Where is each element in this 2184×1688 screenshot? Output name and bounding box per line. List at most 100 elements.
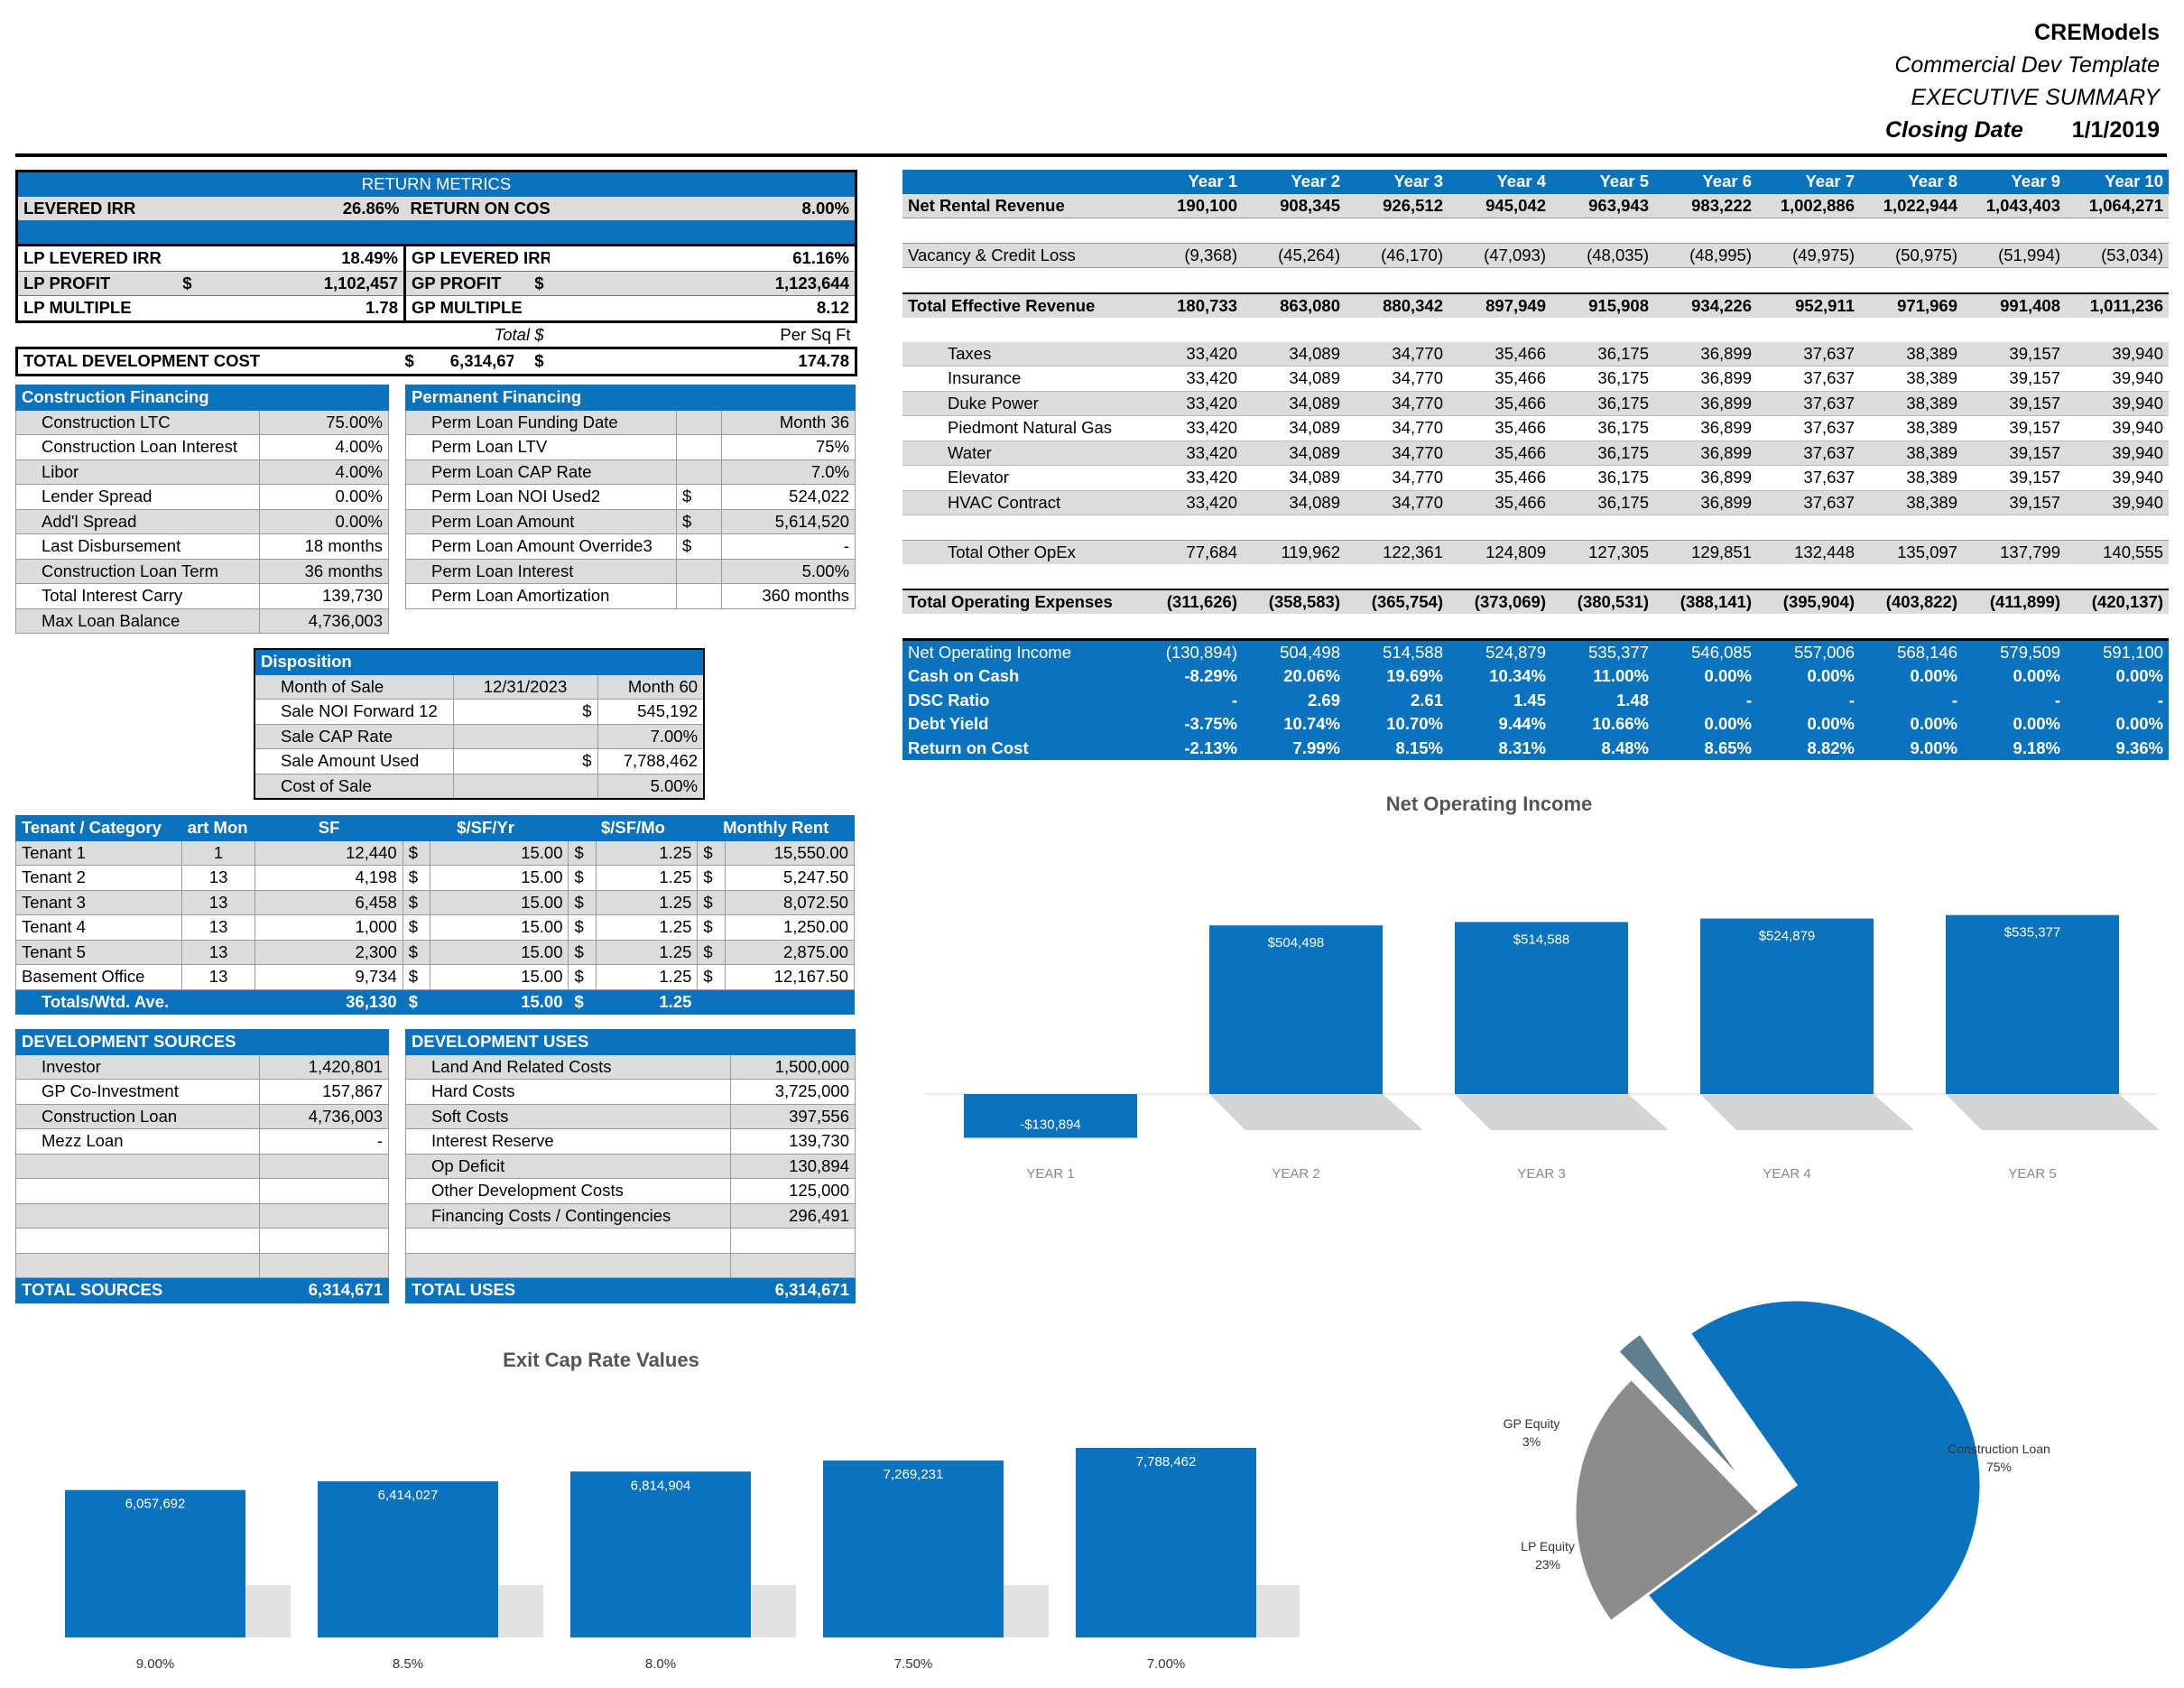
tenant-mo: 1.25 bbox=[596, 865, 699, 891]
tenant-sf: 1,000 bbox=[254, 914, 403, 941]
opex-row-value: 39,157 bbox=[2009, 368, 2060, 387]
metric-row-value: 0.00% bbox=[2115, 666, 2163, 685]
metric-row-value: 9.18% bbox=[2013, 737, 2060, 757]
rent-total-yr-currency: $ bbox=[402, 988, 431, 1015]
construction-row-label: Construction Loan Interest bbox=[15, 434, 260, 460]
spacer bbox=[1243, 564, 1346, 589]
metric-row-value: 557,006 bbox=[1794, 642, 1855, 662]
tenant-rent-currency: $ bbox=[697, 889, 726, 915]
sources-title: DEVELOPMENT SOURCES bbox=[14, 1029, 390, 1055]
spacer bbox=[1860, 218, 1963, 244]
permanent-row-value: 360 months bbox=[720, 583, 856, 609]
spacer bbox=[1346, 318, 1448, 342]
rent-roll-row: Tenant 1 1 12,440 $15.00 $1.25 $15,550.00 bbox=[15, 839, 855, 866]
proforma-years: Year 1 Year 2 Year 3 Year 4 Year 5 Year 6 Year… bbox=[902, 170, 2169, 194]
tenant-rent: 5,247.50 bbox=[725, 865, 855, 891]
metric-row-value: - bbox=[1745, 690, 1752, 710]
construction-row-value: 139,730 bbox=[258, 583, 390, 609]
opex-row-value: 39,940 bbox=[2066, 441, 2169, 466]
tenant-sf: 2,300 bbox=[254, 939, 403, 965]
opex-row-label: Water bbox=[902, 441, 1140, 466]
rent-total-sf: 36,130 bbox=[254, 988, 403, 1015]
spacer-row bbox=[902, 515, 2169, 541]
vacancy-loss-value: (49,975) bbox=[1757, 243, 1860, 268]
construction-row-label: Add'l Spread bbox=[15, 508, 260, 534]
permanent-row-currency bbox=[676, 459, 722, 485]
metric-row-label: Return on Cost bbox=[908, 737, 1029, 757]
net-rental-revenue-label: Net Rental Revenue bbox=[902, 193, 1140, 218]
noi-bar-label: $504,498 bbox=[1268, 935, 1325, 951]
opex-row-label: Duke Power bbox=[902, 391, 1140, 416]
opex-row-value: 36,175 bbox=[1597, 368, 1649, 387]
spacer bbox=[1140, 218, 1243, 244]
net-rental-revenue-value: 963,943 bbox=[1551, 193, 1654, 218]
uses-row-label: Interest Reserve bbox=[405, 1128, 731, 1155]
vacancy-loss-value: (9,368) bbox=[1140, 243, 1243, 268]
permanent-row-label: Perm Loan Amortization bbox=[405, 583, 677, 609]
spacer-row bbox=[902, 564, 2169, 589]
sources-row-value bbox=[258, 1228, 390, 1254]
uses-row: Hard Costs 3,725,000 bbox=[405, 1079, 856, 1105]
rent-col-yr: $/SF/Yr bbox=[402, 815, 569, 841]
spacer bbox=[1346, 268, 1448, 293]
construction-row: Construction Loan Term 36 months bbox=[15, 558, 390, 584]
metric-row-value: 535,377 bbox=[1588, 642, 1649, 662]
sources-row-label: GP Co-Investment bbox=[15, 1079, 260, 1105]
pie-slice bbox=[1644, 1298, 1983, 1672]
metric-row-value: - bbox=[2157, 690, 2163, 710]
tenant-yr: 15.00 bbox=[430, 939, 569, 965]
spacer bbox=[1346, 564, 1448, 589]
metric-row-value: 0.00% bbox=[1910, 714, 1957, 733]
metric-row-label: Debt Yield bbox=[908, 714, 989, 733]
tenant-mo-currency: $ bbox=[568, 964, 597, 990]
uses-row-value: 1,500,000 bbox=[730, 1053, 856, 1080]
sources-row-label: Construction Loan bbox=[15, 1103, 260, 1129]
metric-row-value: 9.00% bbox=[1910, 737, 1957, 757]
opex-row-value: 37,637 bbox=[1757, 490, 1860, 515]
uses-row: Land And Related Costs 1,500,000 bbox=[405, 1053, 856, 1080]
spacer bbox=[1757, 218, 1860, 244]
opex-row-value: 37,637 bbox=[1757, 441, 1860, 466]
pie-label-name: LP Equity bbox=[1521, 1539, 1575, 1554]
total-operating-expenses-value: (395,904) bbox=[1757, 589, 1860, 614]
pie-label-name: Construction Loan bbox=[1948, 1442, 2050, 1456]
construction-financing-title: Construction Financing bbox=[14, 385, 390, 411]
permanent-row-currency bbox=[676, 583, 722, 609]
uses-table: DEVELOPMENT USES Land And Related Costs 1… bbox=[405, 1029, 856, 1303]
permanent-row: Perm Loan LTV 75% bbox=[405, 434, 856, 460]
sources-row-value: 4,736,003 bbox=[258, 1103, 390, 1129]
metric-row-value: 10.66% bbox=[1592, 714, 1649, 733]
metric-row-value: 0.00% bbox=[2013, 666, 2060, 685]
tenant-start: 13 bbox=[180, 914, 256, 941]
sources-row bbox=[15, 1178, 390, 1204]
sources-row-label bbox=[15, 1252, 260, 1278]
tenant-rent: 12,167.50 bbox=[725, 964, 855, 990]
rent-col-tenant: Tenant / Category bbox=[15, 815, 182, 841]
opex-row-value: 34,089 bbox=[1243, 391, 1346, 416]
tenant-rent-currency: $ bbox=[697, 914, 726, 941]
opex-row: HVAC Contract 33,420 34,089 34,770 35,466 36,… bbox=[902, 490, 2169, 515]
opex-row-value: 39,940 bbox=[2066, 341, 2169, 366]
header: CREModels Commercial Dev Template EXECUT… bbox=[1885, 16, 2160, 146]
return-metrics-table: RETURN METRICS LEVERED IRR 26.86% RETURN… bbox=[14, 170, 858, 376]
spacer bbox=[1551, 218, 1654, 244]
vacancy-loss-value: (50,975) bbox=[1860, 243, 1963, 268]
gp-irr-value: 61.16% bbox=[792, 248, 850, 267]
disposition-row-mid: $ bbox=[452, 699, 598, 725]
sources-row: Investor 1,420,801 bbox=[15, 1053, 390, 1080]
permanent-financing-table: Permanent Financing Perm Loan Funding Da… bbox=[404, 385, 856, 609]
construction-row-value: 4,736,003 bbox=[258, 607, 390, 634]
metric-row-value: 10.34% bbox=[1489, 666, 1546, 685]
opex-row: Duke Power 33,420 34,089 34,770 35,466 36,175… bbox=[902, 391, 2169, 416]
rent-roll-total: Totals/Wtd. Ave. 36,130 $15.00 $1.25 bbox=[15, 988, 855, 1015]
opex-row-value: 35,466 bbox=[1495, 418, 1546, 437]
construction-row-label: Libor bbox=[15, 459, 260, 485]
disposition-title: Disposition bbox=[254, 648, 705, 675]
net-rental-revenue-value: 1,002,886 bbox=[1757, 193, 1860, 218]
noi-bar-shadow bbox=[1455, 1094, 1669, 1130]
opex-row: Piedmont Natural Gas 33,420 34,089 34,770 35… bbox=[902, 416, 2169, 441]
metric-row-value: 0.00% bbox=[1910, 666, 1957, 685]
permanent-row-label: Perm Loan LTV bbox=[405, 434, 677, 460]
uses-row-label: Other Development Costs bbox=[405, 1178, 731, 1204]
sources-row-value bbox=[258, 1202, 390, 1229]
